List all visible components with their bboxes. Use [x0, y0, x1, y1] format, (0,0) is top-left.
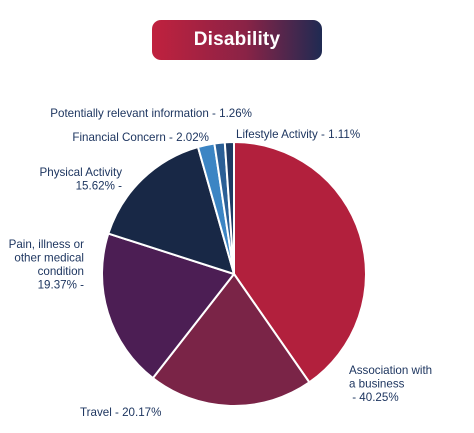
slice-label-physical-activity: Physical Activity 15.62% - [40, 166, 123, 193]
slice-label-travel: Travel - 20.17% [80, 406, 161, 419]
pie-slice-pain-illness-or-other-medical-condition [101, 232, 235, 380]
pie-slice-travel [151, 273, 311, 407]
pie-slices [101, 140, 367, 407]
pie-labels: Association with a business - 40.25% Trave… [9, 107, 433, 419]
chart-title: Disability [152, 20, 322, 60]
pie-slice-lifestyle-activity [223, 140, 235, 275]
slice-label-potentially-relevant-information: Potentially relevant information - 1.26% [50, 107, 252, 120]
slice-label-association-with-a-business: Association with a business - 40.25% [349, 364, 432, 404]
pie-slice-physical-activity [107, 146, 235, 275]
pie-slice-association-with-a-business [233, 141, 367, 384]
slice-label-lifestyle-activity: Lifestyle Activity - 1.11% [236, 128, 360, 141]
slice-label-pain-illness-or-other-medical-condition: Pain, illness or other medical condition 19… [9, 238, 85, 292]
slice-label-financial-concern: Financial Concern - 2.02% [72, 131, 209, 144]
